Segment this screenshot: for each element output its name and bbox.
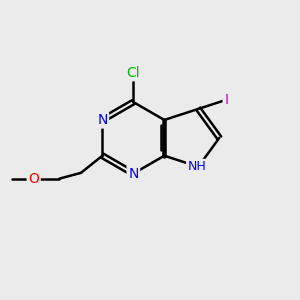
Text: O: O	[28, 172, 39, 186]
Text: N: N	[128, 167, 139, 181]
Text: NH: NH	[188, 160, 206, 173]
Text: N: N	[97, 113, 107, 127]
Text: Cl: Cl	[127, 66, 140, 80]
Text: I: I	[224, 93, 228, 107]
